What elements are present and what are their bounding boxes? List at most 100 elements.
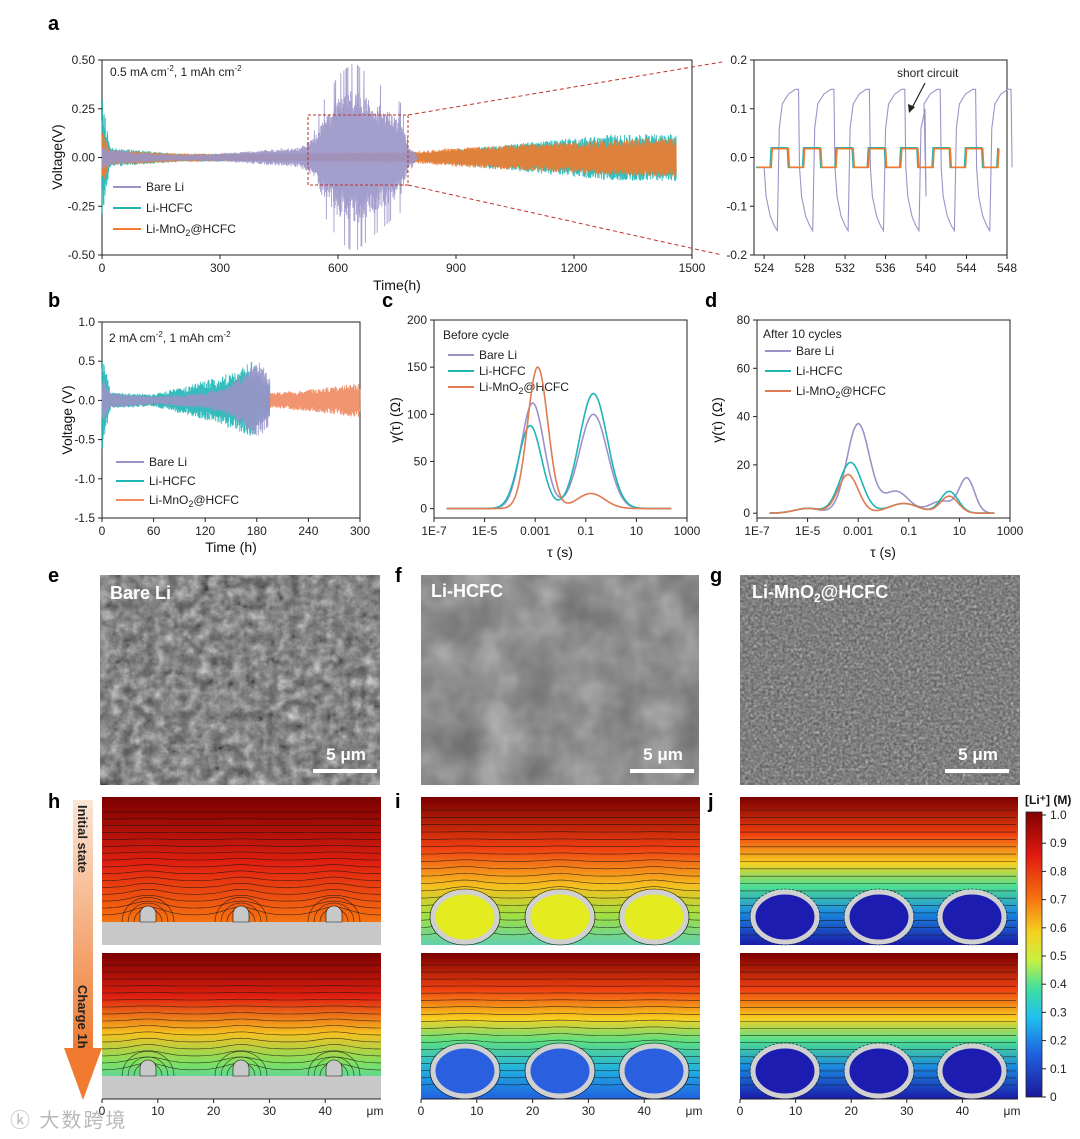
iso-line [102,858,381,861]
iso-line [421,859,700,862]
panel-label-b: b [48,290,60,312]
iso-line [102,1018,381,1022]
colorbar-tick-label: 0.5 [1050,949,1067,963]
core [530,894,590,940]
a-xtick-label: 1500 [679,261,706,275]
series-b-1 [101,362,271,449]
li-protrusion [139,1059,157,1077]
zoom-xtick-label: 540 [916,261,936,275]
sim-unit-label: μm [1004,1104,1021,1118]
c-ytick-label: 150 [407,360,427,374]
iso-line [420,879,700,884]
drt-before-cycle: Before cycle Bare Li Li-HCFC Li-MnO2@HCF… [387,313,701,560]
iso-arc [121,1051,175,1077]
iso-arc [307,1051,361,1077]
iso-line [421,1019,701,1022]
b-ytick-label: -1.5 [74,511,95,525]
legend-bare-li-b: Bare Li [149,455,187,469]
voltage-profile-a: 0.5 mA cm-2, 1 mAh cm-2 Bare Li Li-HCFC … [49,53,723,293]
iso-line [101,1031,382,1036]
zoom-series-0 [756,147,999,169]
iso-line [102,876,381,881]
series-b-0 [101,362,271,436]
sim-tick-label: 40 [956,1104,970,1118]
series-d-2 [769,473,995,514]
iso-line [421,999,700,1001]
legend-li-hcfc-c: Li-HCFC [479,364,526,378]
zoom-xtick-label: 528 [795,261,815,275]
colorbar-tick-label: 0.8 [1050,864,1067,878]
d-ytick-label: 20 [737,458,751,472]
panel-label-i: i [395,791,401,813]
b-ytick-label: 0.5 [78,354,95,368]
a-xtick-label: 0 [99,261,106,275]
c-ytick-label: 200 [407,313,427,327]
series-a-0 [101,63,418,250]
iso-line [102,889,381,895]
scale-label-g: 5 μm [958,745,998,764]
sim-li-mno2-hcfc [740,797,1018,1100]
iso-line [421,1026,700,1029]
c-xtick-label: 10 [630,524,644,538]
sim-tick-label: 30 [900,1104,914,1118]
note-c: Before cycle [443,328,509,342]
sem-bare-li: Bare Li 5 μm [100,575,380,785]
b-xtick-label: 120 [195,524,215,538]
legend-bare-li-d: Bare Li [796,344,834,358]
hcfc-ring [430,889,500,945]
iso-arc [121,897,175,923]
ring-outline [524,888,596,946]
iso-line [102,845,381,847]
colorbar-tick-label: 0.3 [1050,1005,1067,1019]
xlabel-d: τ (s) [870,544,896,560]
sim-tick-label: 40 [638,1104,652,1118]
iso-line [101,882,381,888]
a-ytick-label: -0.50 [68,248,96,262]
li-protrusion [325,905,343,923]
d-ytick-label: 80 [737,313,751,327]
sim-tick-label: 20 [207,1104,221,1118]
hcfc-ring [525,1043,595,1099]
iso-line [102,998,381,1001]
hcfc-ring [750,889,820,945]
legend-bare-li-c: Bare Li [479,348,517,362]
sim-tick-label: 10 [470,1104,484,1118]
iso-line [101,870,382,875]
ring-outline [749,888,821,946]
zoom-ytick-label: 0.2 [730,53,747,67]
zoom-line-bottom [407,184,723,256]
zoom-series-1 [757,147,1000,169]
b-ytick-label: 1.0 [78,315,95,329]
li-protrusion [325,1059,343,1077]
hcfc-ring [844,1043,914,1099]
zoom-xtick-label: 524 [754,261,774,275]
hcfc-ring [937,1043,1007,1099]
zoom-series-bare-li [763,88,1013,233]
zoom-ytick-label: 0.0 [730,151,747,165]
iso-arc [214,897,268,923]
b-xtick-label: 240 [298,524,318,538]
iso-line [421,1006,700,1008]
b-ytick-label: -1.0 [74,472,95,486]
hcfc-ring [525,889,595,945]
xlabel-b: Time (h) [205,539,257,555]
time-arrow: Initial state Charge 1h [64,800,102,1100]
a-xtick-label: 600 [328,261,348,275]
d-xtick-label: 10 [953,524,967,538]
ring-outline [843,888,915,946]
li-protrusion [232,1059,250,1077]
iso-arc [313,902,355,923]
a-ytick-label: -0.25 [68,199,96,213]
d-xtick-label: 1E-7 [744,524,770,538]
panel-label-a: a [48,13,60,35]
c-xtick-label: 1E-7 [421,524,447,538]
sim-unit-label: μm [367,1104,384,1118]
panel-label-h: h [48,791,60,813]
sim-tick-label: 30 [263,1104,277,1118]
li-protrusion [232,905,250,923]
sim-tick-label: 20 [526,1104,540,1118]
iso-line [421,886,700,892]
iso-line [102,1050,381,1057]
iso-line [420,1033,701,1036]
sim-tick-label: 10 [151,1104,165,1118]
